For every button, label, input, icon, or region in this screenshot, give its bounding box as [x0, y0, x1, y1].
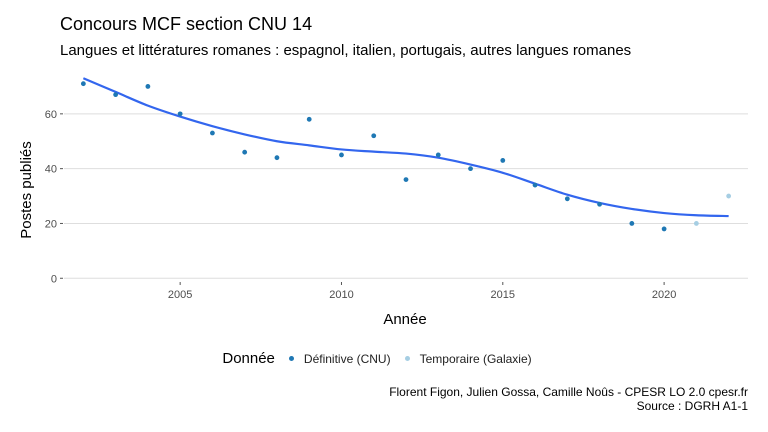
legend-dot-definitive	[288, 356, 294, 361]
point-series0-2020	[661, 226, 667, 232]
trend-line	[82, 77, 729, 218]
legend-label-temporaire: Temporaire (Galaxie)	[419, 351, 532, 366]
y-tick-label-2: 40	[45, 164, 57, 176]
chart-title: Concours MCF section CNU 14	[60, 14, 313, 34]
data-points	[80, 81, 732, 232]
point-series0-2009	[306, 116, 312, 122]
point-series0-2011	[371, 133, 377, 139]
caption-authors: Florent Figon, Julien Gossa, Camille Noû…	[389, 385, 748, 399]
caption: Florent Figon, Julien Gossa, Camille Noû…	[389, 385, 748, 413]
legend-label-definitive: Définitive (CNU)	[303, 351, 391, 366]
y-axis-label: Postes publiés	[18, 141, 35, 239]
x-tick-label-1: 2010	[329, 289, 353, 301]
legend-item-temporaire: Temporaire (Galaxie)	[404, 351, 532, 366]
trend-line-group	[82, 77, 729, 218]
y-tick-label-1: 20	[45, 218, 57, 230]
x-axis-ticks: 2005 2010 2015 2020	[168, 282, 676, 301]
point-series0-2006	[210, 130, 215, 136]
legend-title: Donnée	[222, 350, 275, 367]
point-series0-2014	[468, 166, 473, 172]
point-series0-2018	[597, 201, 602, 207]
y-tick-label-3: 60	[45, 109, 57, 121]
scatter-chart: 2005 2010 2015 2020 0 20 40 60 Année Postes pu…	[18, 77, 748, 328]
legend: Donnée Définitive (CNU) Temporaire (Gala…	[0, 350, 768, 367]
point-series1-2022	[726, 193, 732, 199]
caption-source: Source : DGRH A1-1	[636, 399, 748, 413]
legend-item-definitive: Définitive (CNU)	[288, 351, 391, 366]
point-series0-2013	[435, 152, 441, 158]
point-series0-2016	[532, 182, 538, 188]
point-series1-2021	[693, 221, 699, 226]
x-tick-label-0: 2005	[168, 289, 192, 301]
y-tick-label-0: 0	[51, 273, 57, 285]
chart-subtitle: Langues et littératures romanes : espagn…	[60, 42, 632, 59]
point-series0-2015	[500, 158, 506, 163]
point-series0-2007	[242, 149, 248, 155]
point-series0-2008	[274, 155, 280, 161]
point-series0-2005	[177, 111, 183, 117]
y-axis-ticks: 0 20 40 60	[45, 109, 63, 285]
point-series0-2002	[80, 81, 86, 87]
grid-lines	[64, 113, 748, 279]
x-tick-label-2: 2015	[491, 289, 515, 301]
point-series0-2012	[403, 177, 409, 183]
point-series0-2019	[629, 221, 635, 226]
x-tick-label-3: 2020	[652, 289, 676, 301]
point-series0-2017	[564, 196, 570, 202]
point-series0-2010	[339, 152, 344, 158]
x-axis-label: Année	[383, 311, 426, 328]
legend-dot-temporaire	[404, 356, 410, 361]
point-series0-2003	[113, 92, 119, 98]
point-series0-2004	[145, 84, 151, 89]
